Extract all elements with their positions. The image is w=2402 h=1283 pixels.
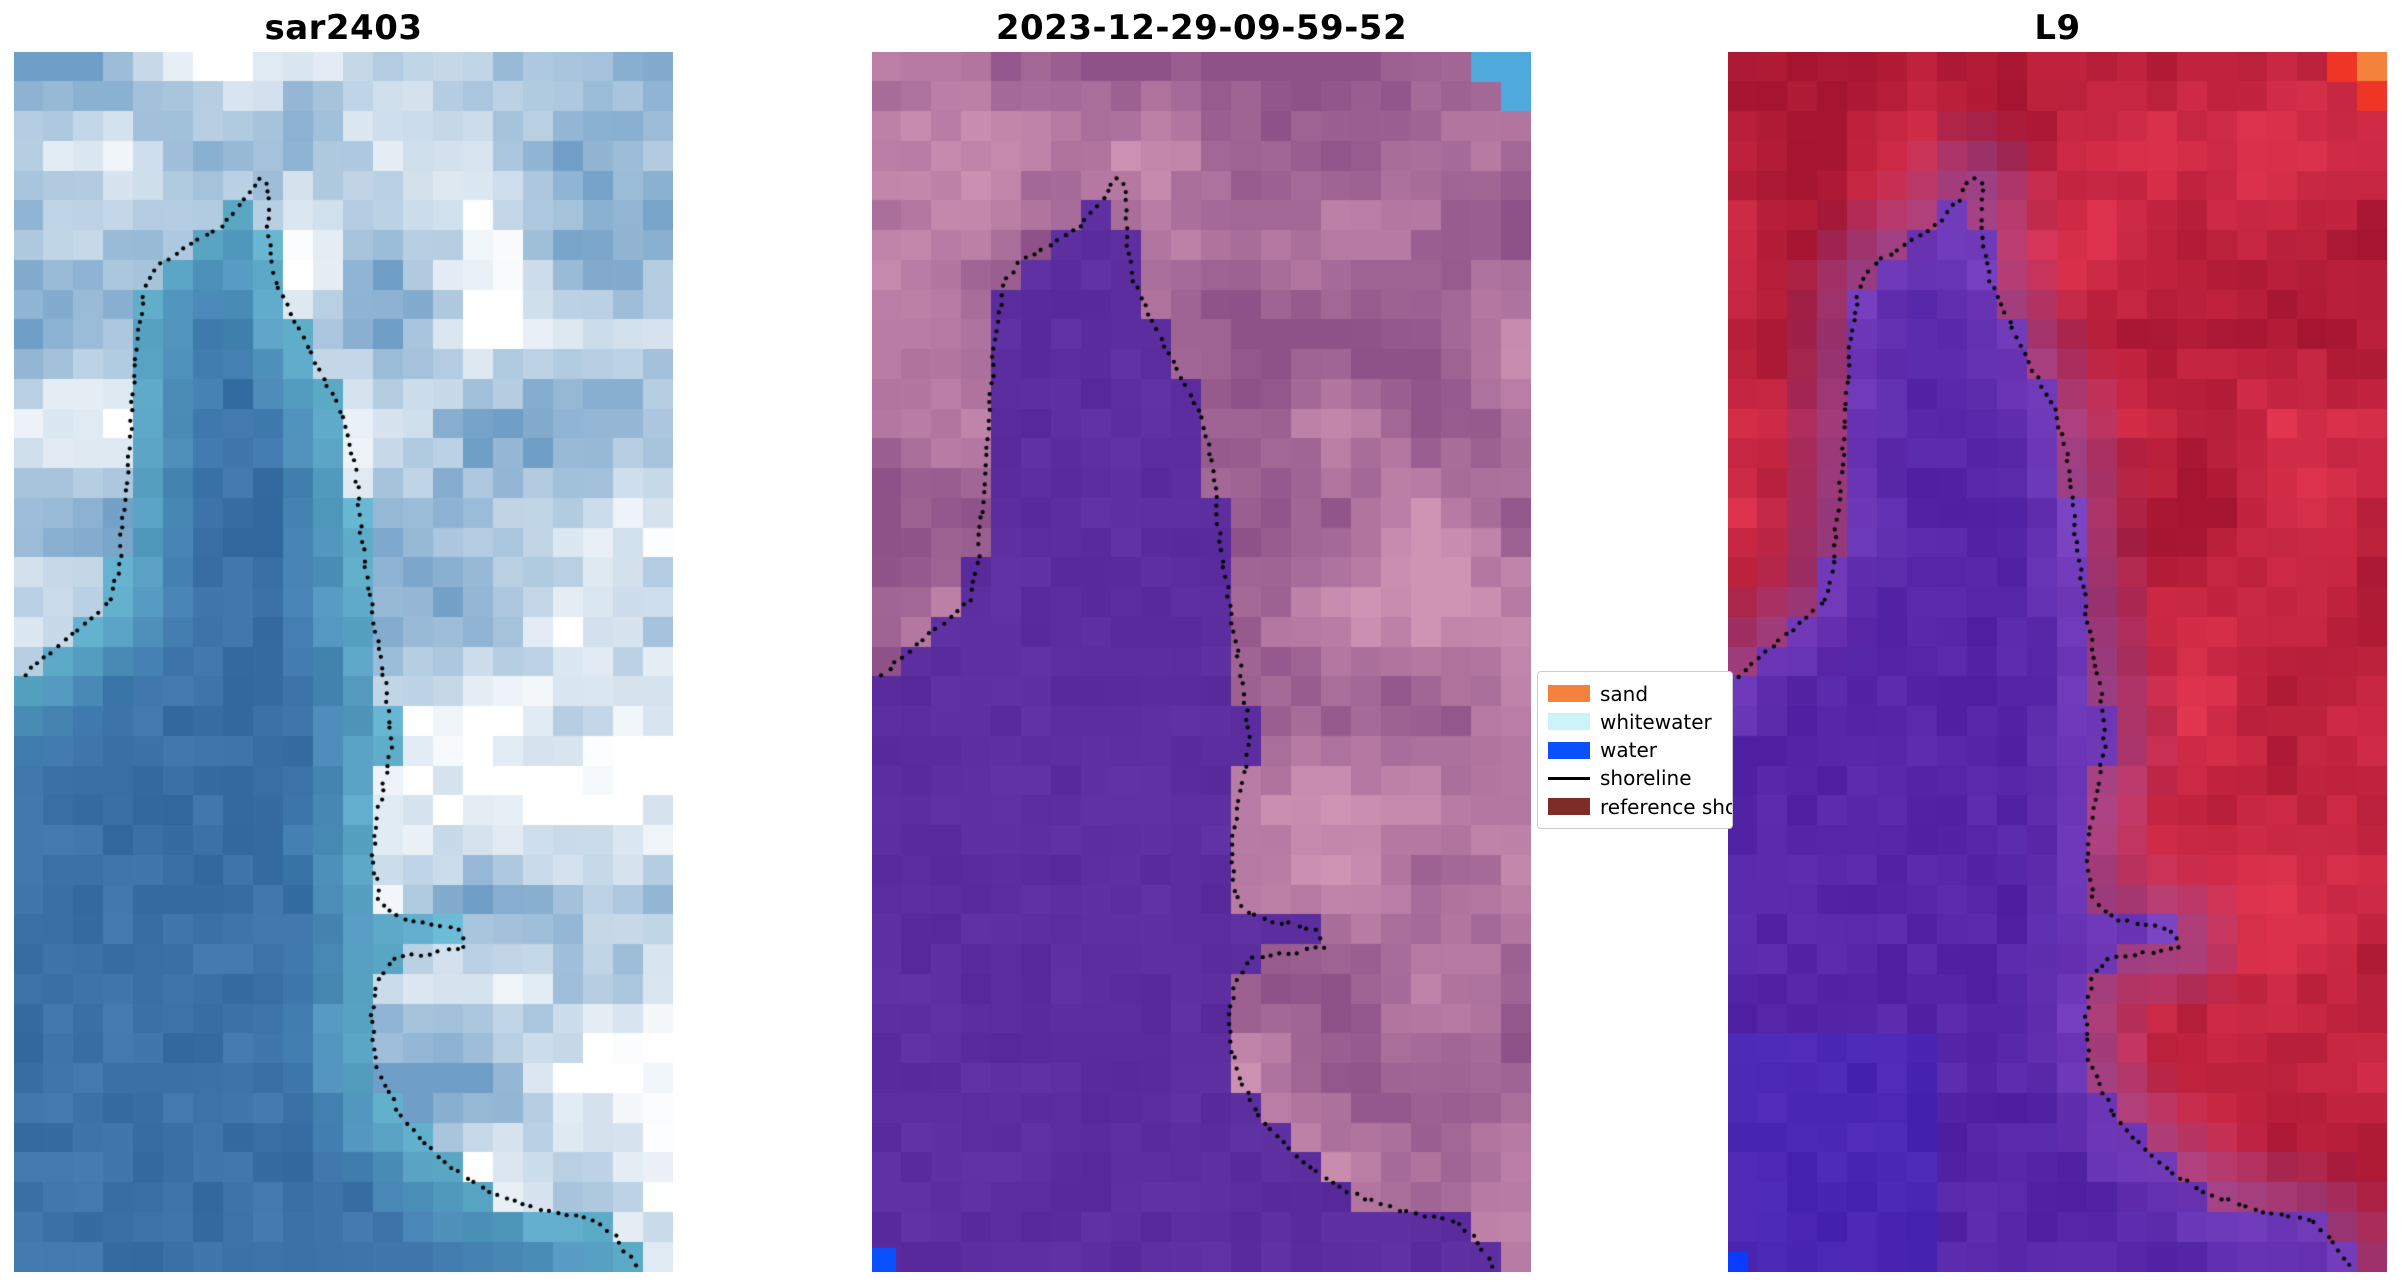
legend-label-sand: sand xyxy=(1600,681,1649,706)
legend-label-water: water xyxy=(1600,738,1657,762)
legend-item-water: water xyxy=(1548,737,1732,764)
legend-item-sand: sand xyxy=(1548,680,1732,707)
sand-swatch-icon xyxy=(1548,685,1590,702)
panel-title-date: 2023-12-29-09-59-52 xyxy=(995,8,1408,48)
panel-title-sar2403: sar2403 xyxy=(264,8,423,48)
legend-label-whitewater: whitewater xyxy=(1600,709,1712,734)
reference-shoreline-swatch-icon xyxy=(1548,798,1590,815)
classified-image-canvas xyxy=(872,52,1531,1272)
legend: sand whitewater water shoreline referenc… xyxy=(1537,671,1733,829)
whitewater-swatch-icon xyxy=(1548,713,1590,731)
sar-image-canvas xyxy=(14,52,673,1272)
legend-label-shoreline: shoreline xyxy=(1600,766,1692,791)
shoreline-line-icon xyxy=(1548,776,1590,780)
legend-item-whitewater: whitewater xyxy=(1548,708,1732,735)
legend-item-reference-shoreline: reference shoreline xyxy=(1548,793,1732,820)
water-swatch-icon xyxy=(1548,741,1590,759)
legend-label-reference-shoreline: reference shoreline xyxy=(1600,794,1732,819)
panel-title-l9: L9 xyxy=(2034,8,2081,48)
legend-item-shoreline: shoreline xyxy=(1548,765,1732,792)
l9-image-canvas xyxy=(1728,52,2387,1272)
